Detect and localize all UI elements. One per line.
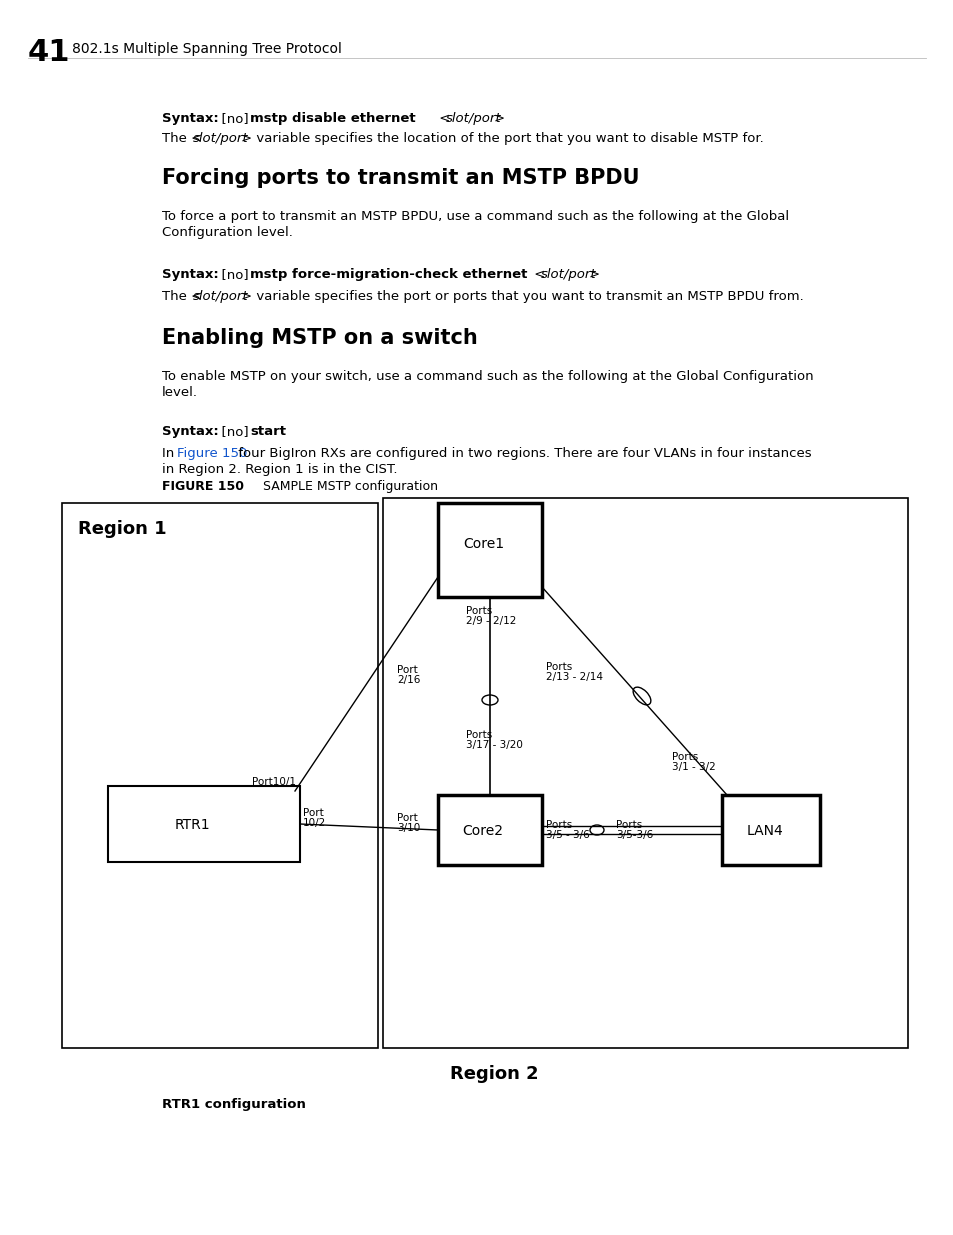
Text: 2/9 - 2/12: 2/9 - 2/12 (465, 616, 516, 626)
Text: > variable specifies the location of the port that you want to disable MSTP for.: > variable specifies the location of the… (241, 132, 763, 144)
Text: start: start (250, 425, 286, 438)
Text: Region 1: Region 1 (78, 520, 167, 538)
Text: slot/port: slot/port (540, 268, 596, 282)
Text: The <: The < (162, 290, 202, 303)
Text: RTR1 configuration: RTR1 configuration (162, 1098, 306, 1112)
Bar (437, 503, 541, 597)
Text: slot/port: slot/port (193, 290, 249, 303)
Text: mstp disable ethernet: mstp disable ethernet (250, 112, 416, 125)
Text: mstp force-migration-check ethernet: mstp force-migration-check ethernet (250, 268, 527, 282)
Text: <: < (435, 112, 450, 125)
Text: in Region 2. Region 1 is in the CIST.: in Region 2. Region 1 is in the CIST. (162, 463, 397, 475)
Text: RTR1: RTR1 (174, 818, 211, 832)
Text: Region 2: Region 2 (450, 1065, 538, 1083)
Text: FIGURE 150: FIGURE 150 (162, 480, 244, 493)
Text: To enable MSTP on your switch, use a command such as the following at the Global: To enable MSTP on your switch, use a com… (162, 370, 813, 383)
Text: Ports: Ports (465, 730, 492, 740)
Text: >: > (588, 268, 599, 282)
Text: 3/17 - 3/20: 3/17 - 3/20 (465, 740, 522, 750)
Text: Syntax:: Syntax: (162, 112, 218, 125)
Text: Core2: Core2 (461, 824, 502, 839)
Bar (721, 795, 820, 864)
Bar (437, 795, 541, 864)
Text: Ports: Ports (545, 662, 572, 672)
Text: Port: Port (396, 813, 417, 823)
Text: Ports: Ports (671, 752, 698, 762)
Text: [no]: [no] (213, 268, 253, 282)
Text: To force a port to transmit an MSTP BPDU, use a command such as the following at: To force a port to transmit an MSTP BPDU… (162, 210, 788, 224)
Text: 2/16: 2/16 (396, 676, 420, 685)
Text: 3/1 - 3/2: 3/1 - 3/2 (671, 762, 715, 772)
Text: Ports: Ports (616, 820, 641, 830)
Text: [no]: [no] (213, 425, 253, 438)
Bar (108, 785, 299, 862)
Text: 3/5 - 3/6: 3/5 - 3/6 (545, 830, 589, 840)
Bar (382, 498, 907, 1049)
Text: <: < (530, 268, 545, 282)
Text: 2/13 - 2/14: 2/13 - 2/14 (545, 672, 602, 682)
Text: Syntax:: Syntax: (162, 268, 218, 282)
Text: Port: Port (396, 664, 417, 676)
Text: Forcing ports to transmit an MSTP BPDU: Forcing ports to transmit an MSTP BPDU (162, 168, 639, 188)
Text: Ports: Ports (545, 820, 572, 830)
Text: 3/10: 3/10 (396, 823, 420, 832)
Text: level.: level. (162, 387, 198, 399)
Text: four BigIron RXs are configured in two regions. There are four VLANs in four ins: four BigIron RXs are configured in two r… (233, 447, 811, 459)
Bar (62, 503, 377, 1049)
Text: Enabling MSTP on a switch: Enabling MSTP on a switch (162, 329, 477, 348)
Text: slot/port: slot/port (193, 132, 249, 144)
Text: 802.1s Multiple Spanning Tree Protocol: 802.1s Multiple Spanning Tree Protocol (71, 42, 341, 56)
Text: [no]: [no] (213, 112, 253, 125)
Text: Configuration level.: Configuration level. (162, 226, 293, 240)
Text: SAMPLE MSTP configuration: SAMPLE MSTP configuration (247, 480, 437, 493)
Text: In: In (162, 447, 178, 459)
Text: LAN4: LAN4 (746, 824, 783, 839)
Text: Syntax:: Syntax: (162, 425, 218, 438)
Text: Core1: Core1 (462, 537, 503, 551)
Text: slot/port: slot/port (446, 112, 501, 125)
Text: >: > (494, 112, 504, 125)
Text: 3/5-3/6: 3/5-3/6 (616, 830, 653, 840)
Text: The <: The < (162, 132, 202, 144)
Text: Port10/1: Port10/1 (252, 777, 295, 787)
Text: > variable specifies the port or ports that you want to transmit an MSTP BPDU fr: > variable specifies the port or ports t… (241, 290, 803, 303)
Text: Figure 150: Figure 150 (177, 447, 247, 459)
Text: Port: Port (303, 808, 323, 818)
Text: 41: 41 (28, 38, 71, 67)
Text: Ports: Ports (465, 606, 492, 616)
Text: 10/2: 10/2 (303, 818, 326, 827)
